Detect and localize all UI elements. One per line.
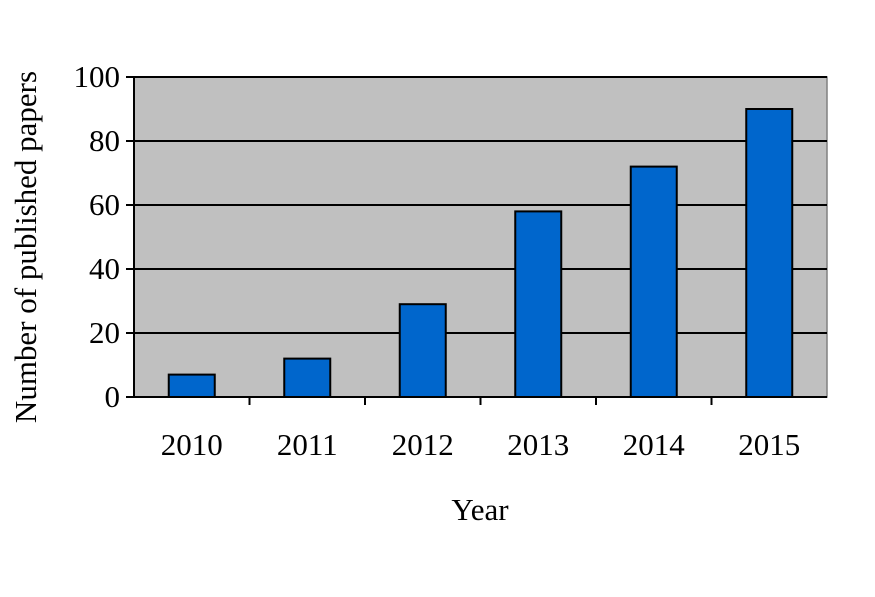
y-tick-label: 20 — [89, 315, 120, 350]
gridlines — [134, 76, 827, 334]
plot-area — [133, 76, 828, 398]
x-tick-label: 2011 — [277, 427, 338, 462]
x-tick-label: 2012 — [392, 427, 454, 462]
bar-2014 — [629, 165, 678, 398]
y-tick-label: 60 — [89, 187, 120, 222]
bar-2015 — [745, 108, 794, 398]
bar-2010 — [167, 373, 216, 399]
bars — [167, 108, 794, 399]
x-axis-title: Year — [451, 492, 509, 527]
y-axis-ticks: 0 20 40 60 80 100 — [74, 59, 134, 414]
y-tick-label: 0 — [105, 379, 121, 414]
x-tick-label: 2015 — [738, 427, 800, 462]
bar-2013 — [514, 210, 563, 398]
x-tick-label: 2010 — [161, 427, 223, 462]
bar-2011 — [283, 357, 332, 399]
x-axis-ticks: 2010 2011 2012 2013 2014 2015 — [161, 397, 800, 462]
y-axis-title: Number of published papers — [8, 71, 43, 423]
y-tick-label: 40 — [89, 251, 120, 286]
y-tick-label: 80 — [89, 123, 120, 158]
x-tick-label: 2014 — [623, 427, 686, 462]
y-tick-label: 100 — [74, 59, 121, 94]
bar-2012 — [398, 303, 447, 399]
x-tick-label: 2013 — [507, 427, 569, 462]
